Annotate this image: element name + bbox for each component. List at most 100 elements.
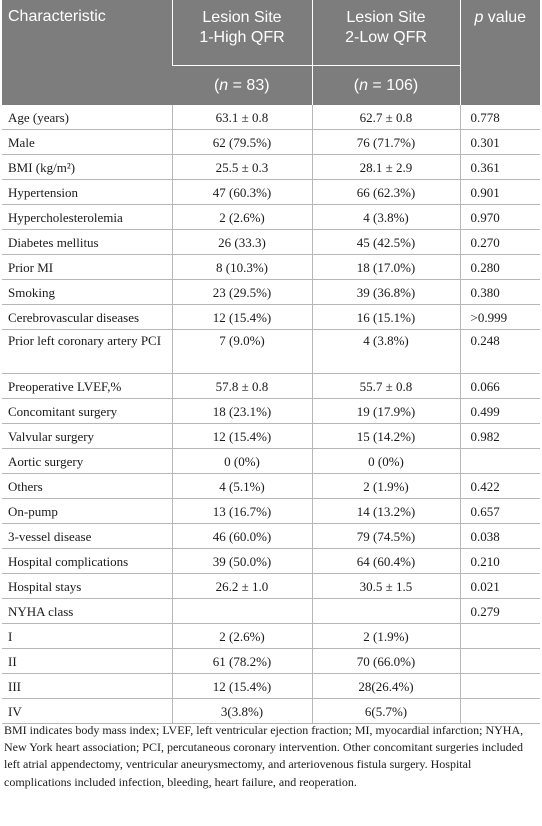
row-label: IV <box>2 698 172 724</box>
row-label: Hospital complications <box>2 548 172 574</box>
table-row: NYHA class 0.279 <box>2 598 540 624</box>
p-value <box>459 673 540 699</box>
group2-value: 19 (17.9%) <box>311 398 460 424</box>
row-label: I <box>2 623 172 649</box>
group1-value: 12 (15.4%) <box>171 673 312 699</box>
row-label: 3-vessel disease <box>2 523 172 549</box>
p-value <box>459 448 540 474</box>
table-row: Hospital complications 39 (50.0%) 64 (60.4… <box>2 548 540 574</box>
group1-value: 26 (33.3) <box>171 229 312 255</box>
group2-value: 18 (17.0%) <box>311 254 460 280</box>
row-label: Others <box>2 473 172 499</box>
group2-value: 2 (1.9%) <box>311 473 460 499</box>
group2-value: 16 (15.1%) <box>311 304 460 330</box>
p-value: 0.361 <box>459 154 540 180</box>
group2-value <box>311 598 460 624</box>
table-row: Smoking 23 (29.5%) 39 (36.8%) 0.380 <box>2 279 540 305</box>
p-value: 0.021 <box>459 573 540 599</box>
header-p-value: p value <box>459 0 540 105</box>
group1-value: 23 (29.5%) <box>171 279 312 305</box>
p-value: 0.657 <box>459 498 540 524</box>
p-value: 0.210 <box>459 548 540 574</box>
table-row: Prior MI 8 (10.3%) 18 (17.0%) 0.280 <box>2 254 540 280</box>
group1-value <box>171 598 312 624</box>
table-row: Prior left coronary artery PCI 7 (9.0%) 4 … <box>2 329 540 374</box>
p-value: 0.778 <box>459 105 540 130</box>
table-footnote: BMI indicates body mass index; LVEF, lef… <box>4 723 524 789</box>
group2-value: 66 (62.3%) <box>311 179 460 205</box>
header-group1-n: (n = 83) <box>172 65 312 105</box>
group1-value: 3(3.8%) <box>171 698 312 724</box>
p-value: 0.499 <box>459 398 540 424</box>
p-value: 0.280 <box>459 254 540 280</box>
row-label: BMI (kg/m²) <box>2 154 172 180</box>
group2-value: 30.5 ± 1.5 <box>311 573 460 599</box>
p-value: >0.999 <box>459 304 540 330</box>
table-row: 3-vessel disease 46 (60.0%) 79 (74.5%) 0.03… <box>2 523 540 549</box>
row-label: III <box>2 673 172 699</box>
group2-value: 28(26.4%) <box>311 673 460 699</box>
table-row: III 12 (15.4%) 28(26.4%) <box>2 673 540 699</box>
group2-value: 6(5.7%) <box>311 698 460 724</box>
table-row: Diabetes mellitus 26 (33.3) 45 (42.5%) 0.27… <box>2 229 540 255</box>
table-row: Hypertension 47 (60.3%) 66 (62.3%) 0.901 <box>2 179 540 205</box>
characteristics-table: Characteristic Lesion Site 1-High QFR Les… <box>2 0 540 724</box>
group2-value: 4 (3.8%) <box>311 204 460 230</box>
group1-value: 2 (2.6%) <box>171 204 312 230</box>
p-value: 0.270 <box>459 229 540 255</box>
group1-value: 4 (5.1%) <box>171 473 312 499</box>
table-row: Hypercholesterolemia 2 (2.6%) 4 (3.8%) 0.97… <box>2 204 540 230</box>
group1-value: 7 (9.0%) <box>171 329 312 374</box>
p-value: 0.301 <box>459 129 540 155</box>
group1-value: 2 (2.6%) <box>171 623 312 649</box>
group2-value: 62.7 ± 0.8 <box>311 105 460 130</box>
group2-value: 55.7 ± 0.8 <box>311 373 460 399</box>
group1-value: 25.5 ± 0.3 <box>171 154 312 180</box>
p-value: 0.279 <box>459 598 540 624</box>
table-row: Male 62 (79.5%) 76 (71.7%) 0.301 <box>2 129 540 155</box>
table-row: BMI (kg/m²) 25.5 ± 0.3 28.1 ± 2.9 0.361 <box>2 154 540 180</box>
row-label: Smoking <box>2 279 172 305</box>
group1-value: 12 (15.4%) <box>171 304 312 330</box>
group2-value: 70 (66.0%) <box>311 648 460 674</box>
table-row: II 61 (78.2%) 70 (66.0%) <box>2 648 540 674</box>
table-row: IV 3(3.8%) 6(5.7%) <box>2 698 540 724</box>
table-row: Valvular surgery 12 (15.4%) 15 (14.2%) 0.98… <box>2 423 540 449</box>
p-value: 0.066 <box>459 373 540 399</box>
row-label: Concomitant surgery <box>2 398 172 424</box>
row-label: Male <box>2 129 172 155</box>
row-label: Hypercholesterolemia <box>2 204 172 230</box>
row-label: On-pump <box>2 498 172 524</box>
group1-value: 0 (0%) <box>171 448 312 474</box>
group2-value: 64 (60.4%) <box>311 548 460 574</box>
row-label: NYHA class <box>2 598 172 624</box>
table-row: Age (years) 63.1 ± 0.8 62.7 ± 0.8 0.778 <box>2 105 540 130</box>
row-label: Prior MI <box>2 254 172 280</box>
row-label: Hospital stays <box>2 573 172 599</box>
group1-value: 13 (16.7%) <box>171 498 312 524</box>
row-label: Cerebrovascular diseases <box>2 304 172 330</box>
table-row: Others 4 (5.1%) 2 (1.9%) 0.422 <box>2 473 540 499</box>
row-label: Diabetes mellitus <box>2 229 172 255</box>
row-label: Aortic surgery <box>2 448 172 474</box>
p-value: 0.901 <box>459 179 540 205</box>
group2-value: 28.1 ± 2.9 <box>311 154 460 180</box>
group1-value: 61 (78.2%) <box>171 648 312 674</box>
table-row: Cerebrovascular diseases 12 (15.4%) 16 (15… <box>2 304 540 330</box>
group1-value: 8 (10.3%) <box>171 254 312 280</box>
group1-value: 39 (50.0%) <box>171 548 312 574</box>
p-value: 0.038 <box>459 523 540 549</box>
row-label: Valvular surgery <box>2 423 172 449</box>
header-group2-n: (n = 106) <box>311 65 460 105</box>
p-value: 0.380 <box>459 279 540 305</box>
header-characteristic: Characteristic <box>2 0 172 105</box>
p-value: 0.982 <box>459 423 540 449</box>
group2-value: 4 (3.8%) <box>311 329 460 374</box>
table-row: On-pump 13 (16.7%) 14 (13.2%) 0.657 <box>2 498 540 524</box>
group1-value: 63.1 ± 0.8 <box>171 105 312 130</box>
row-label: Preoperative LVEF,% <box>2 373 172 399</box>
row-label: II <box>2 648 172 674</box>
p-value <box>459 623 540 649</box>
group2-value: 79 (74.5%) <box>311 523 460 549</box>
group2-value: 14 (13.2%) <box>311 498 460 524</box>
